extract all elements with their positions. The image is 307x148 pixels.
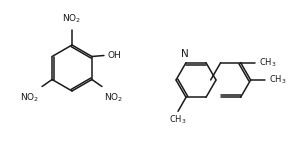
Text: CH$_3$: CH$_3$ (258, 56, 276, 69)
Text: OH: OH (108, 51, 122, 60)
Text: N: N (181, 49, 189, 59)
Text: CH$_3$: CH$_3$ (269, 74, 286, 86)
Text: CH$_3$: CH$_3$ (169, 113, 187, 126)
Text: NO$_2$: NO$_2$ (104, 91, 124, 104)
Text: NO$_2$: NO$_2$ (21, 91, 40, 104)
Text: NO$_2$: NO$_2$ (62, 12, 82, 25)
